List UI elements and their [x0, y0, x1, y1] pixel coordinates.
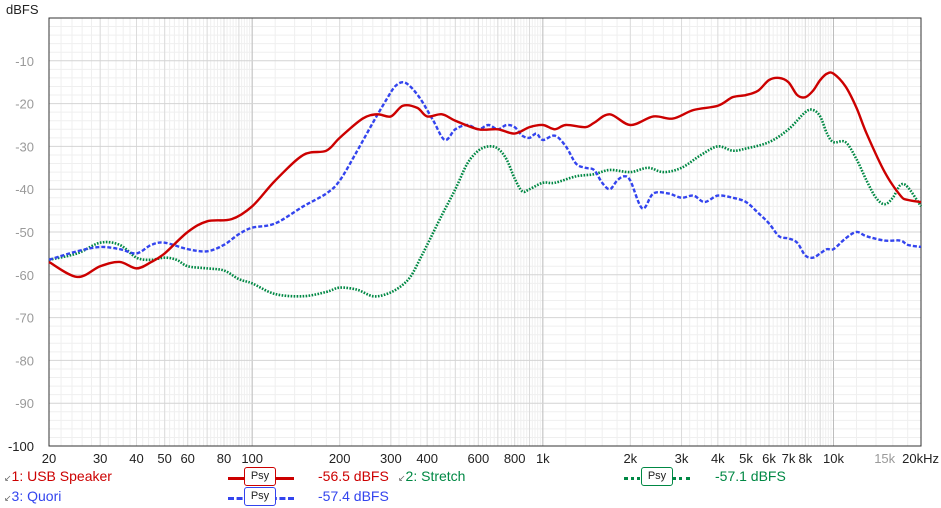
- expand-marker-icon[interactable]: ↙: [398, 473, 406, 483]
- x-tick-label: 8k: [798, 451, 812, 466]
- x-tick-label: 7k: [782, 451, 796, 466]
- series-line-usb-speaker: [48, 71, 922, 279]
- x-tick-label: 6k: [762, 451, 776, 466]
- psy-button[interactable]: Psy: [641, 467, 673, 486]
- y-axis-ticks: -10 -20 -30 -40 -50 -60 -70 -80 -90 -100: [8, 54, 34, 454]
- x-tick-label: 4k: [711, 451, 725, 466]
- x-tick-label: 40: [129, 451, 143, 466]
- series-line-quori: [48, 81, 922, 261]
- y-tick-label: -20: [15, 97, 34, 112]
- legend-item-quori[interactable]: ↙3: Quori: [4, 488, 61, 504]
- x-tick-label: 100: [241, 451, 263, 466]
- y-axis-label: dBFS: [6, 2, 39, 17]
- psy-button[interactable]: Psy: [244, 487, 276, 506]
- x-tick-label: 1k: [536, 451, 550, 466]
- y-tick-label: -40: [15, 182, 34, 197]
- x-tick-label: 3k: [675, 451, 689, 466]
- legend-level-usb-speaker: -56.5 dBFS: [318, 468, 389, 484]
- x-tick-label: 30: [93, 451, 107, 466]
- plot-frame: [48, 17, 922, 447]
- y-tick-label: -80: [15, 353, 34, 368]
- x-tick-label: 10k: [823, 451, 844, 466]
- x-axis-ticks: 20 30 40 50 60 80 100 200 300 400 600 800 1k 2k 3k 4k 5k…: [42, 451, 939, 466]
- legend-item-usb-speaker[interactable]: ↙1: USB Speaker: [4, 468, 112, 484]
- x-tick-label: 5k: [739, 451, 753, 466]
- x-tick-label: 15k: [874, 451, 895, 466]
- legend-series-name: 1: USB Speaker: [11, 468, 112, 484]
- y-tick-label: -30: [15, 139, 34, 154]
- legend-level-stretch: -57.1 dBFS: [715, 468, 786, 484]
- expand-marker-icon[interactable]: ↙: [4, 473, 12, 483]
- x-tick-label: 2k: [623, 451, 637, 466]
- y-tick-label: -100: [8, 439, 34, 454]
- legend-series-name: 3: Quori: [11, 488, 62, 504]
- x-tick-label: 20kHz: [902, 451, 939, 466]
- x-tick-label: 60: [180, 451, 194, 466]
- x-tick-label: 800: [504, 451, 526, 466]
- x-tick-label: 80: [217, 451, 231, 466]
- x-tick-label: 300: [380, 451, 402, 466]
- x-tick-label: 400: [416, 451, 438, 466]
- y-tick-label: -70: [15, 311, 34, 326]
- legend-item-stretch[interactable]: ↙2: Stretch: [398, 468, 465, 484]
- major-grid: [48, 17, 922, 447]
- x-tick-label: 200: [329, 451, 351, 466]
- expand-marker-icon[interactable]: ↙: [4, 493, 12, 503]
- series-layer: [48, 71, 923, 298]
- x-tick-label: 20: [42, 451, 56, 466]
- y-tick-label: -90: [15, 396, 34, 411]
- legend-series-name: 2: Stretch: [405, 468, 466, 484]
- psy-button[interactable]: Psy: [244, 467, 276, 486]
- x-tick-label: 600: [467, 451, 489, 466]
- y-tick-label: -10: [15, 54, 34, 69]
- x-tick-label: 50: [157, 451, 171, 466]
- legend-level-quori: -57.4 dBFS: [318, 488, 389, 504]
- y-tick-label: -50: [15, 225, 34, 240]
- y-tick-label: -60: [15, 268, 34, 283]
- series-line-stretch: [48, 108, 923, 298]
